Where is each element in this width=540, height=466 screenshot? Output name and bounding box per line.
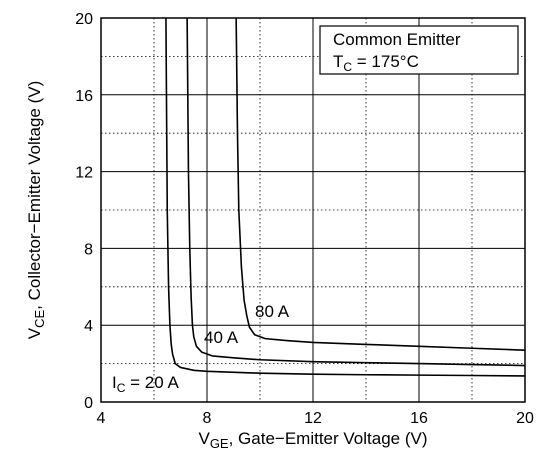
series-label-20a-main: I [112,373,117,392]
plot-frame [100,17,526,403]
legend-line2: TC = 175°C [333,52,419,74]
series-label-20a: IC = 20 A [112,373,179,395]
y-tick-label: 0 [84,395,93,412]
y-tick-label: 16 [75,88,93,105]
series-label-20a-sub: C [117,381,126,395]
legend-box [319,25,519,75]
x-tick-label: 20 [516,410,534,427]
y-axis-label-rest: , Collector−Emitter Voltage (V) [25,81,44,310]
y-axis-label-main: V [25,327,44,339]
y-axis-label: VCE, Collector−Emitter Voltage (V) [25,81,47,340]
legend-line2-sub: C [343,60,352,74]
x-axis-label-rest: , Gate−Emitter Voltage (V) [229,429,428,448]
y-axis-label-sub: CE [32,310,47,328]
legend: Common Emitter TC = 175°C [319,25,519,75]
series-line-1 [186,17,526,367]
y-ticks: 0 4 8 12 16 20 [75,11,93,412]
x-tick-label: 16 [410,410,428,427]
x-tick-label: 4 [97,410,106,427]
x-axis-label: VGE, Gate−Emitter Voltage (V) [198,429,427,451]
y-tick-label: 12 [75,165,93,182]
grid [101,18,525,402]
series-label-80a: 80 A [255,302,290,321]
x-axis-label-sub: GE [210,436,229,451]
x-ticks: 4 8 12 16 20 [97,410,534,427]
x-tick-label: 8 [203,410,212,427]
x-axis-label-main: V [198,429,210,448]
y-tick-label: 20 [75,11,93,28]
legend-line2-main: T [333,52,343,71]
y-tick-label: 4 [84,318,93,335]
legend-line2-rest: = 175°C [352,52,419,71]
series-line-2 [235,17,526,351]
series-label-40a: 40 A [204,328,239,347]
x-tick-label: 12 [304,410,322,427]
legend-line1: Common Emitter [333,30,461,49]
y-tick-label: 8 [84,241,93,258]
series-label-20a-rest: = 20 A [125,373,179,392]
series-group [165,17,526,377]
series-line-0 [165,17,526,377]
